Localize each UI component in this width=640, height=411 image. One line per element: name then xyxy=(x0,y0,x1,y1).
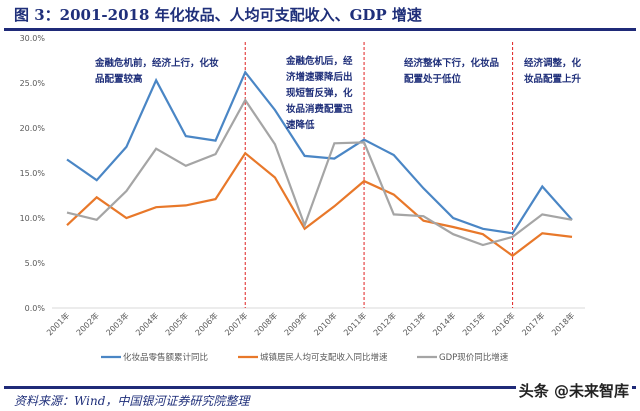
y-tick-label: 30.0% xyxy=(20,34,46,43)
x-tick-label: 2009年 xyxy=(282,310,309,337)
annotation-text: 配置处于低位 xyxy=(404,73,462,85)
x-tick-label: 2003年 xyxy=(104,310,131,337)
legend-label: 化妆品零售额累计同比 xyxy=(123,352,208,363)
x-tick-label: 2014年 xyxy=(430,310,457,337)
legend-label: GDP现价同比增速 xyxy=(439,352,509,363)
x-tick-label: 2001年 xyxy=(44,310,71,337)
chart-title: 图 3：2001-2018 年化妆品、人均可支配收入、GDP 增速 xyxy=(14,6,422,24)
x-tick-label: 2012年 xyxy=(371,310,398,337)
x-tick-label: 2006年 xyxy=(193,310,220,337)
y-tick-label: 10.0% xyxy=(20,214,46,223)
source-note: 资料来源：Wind，中国银河证券研究院整理 xyxy=(14,394,250,408)
x-tick-label: 2016年 xyxy=(490,310,517,337)
y-tick-label: 0.0% xyxy=(25,304,46,313)
x-tick-label: 2017年 xyxy=(520,310,547,337)
annotation-text: 妆品配置上升 xyxy=(524,73,582,85)
x-tick-label: 2015年 xyxy=(460,310,487,337)
y-tick-label: 20.0% xyxy=(20,124,46,133)
annotation-text: 济增速骤降后出 xyxy=(286,71,353,83)
annotation-text: 速降低 xyxy=(286,119,315,131)
annotation-text: 妆品消费配置迅 xyxy=(286,103,353,115)
watermark: 头条 @未来智库 xyxy=(515,380,632,401)
y-tick-label: 25.0% xyxy=(20,79,46,88)
series-line-2 xyxy=(66,97,573,247)
x-tick-label: 2011年 xyxy=(341,310,368,337)
y-tick-label: 5.0% xyxy=(25,259,46,268)
source-rule xyxy=(4,386,636,389)
series-line-0 xyxy=(66,70,573,235)
annotation-text: 金融危机前，经济上行，化妆 xyxy=(94,57,219,69)
x-tick-label: 2010年 xyxy=(312,310,339,337)
x-tick-label: 2005年 xyxy=(163,310,190,337)
series-line-1 xyxy=(66,151,573,258)
x-tick-label: 2008年 xyxy=(252,310,279,337)
title-rule xyxy=(4,28,636,31)
x-tick-label: 2018年 xyxy=(549,310,576,337)
x-tick-label: 2013年 xyxy=(401,310,428,337)
legend-label: 城镇居民人均可支配收入同比增速 xyxy=(260,352,388,363)
y-tick-label: 15.0% xyxy=(20,169,46,178)
line-chart: 0.0%5.0%10.0%15.0%20.0%25.0%30.0%2001年 20… xyxy=(20,34,585,363)
annotation-text: 现短暂反弹，化 xyxy=(286,87,353,99)
annotation-text: 品配置较高 xyxy=(95,73,143,85)
x-tick-label: 2002年 xyxy=(74,310,101,337)
annotation-text: 金融危机后，经 xyxy=(285,55,353,67)
x-tick-label: 2007年 xyxy=(223,310,250,337)
x-tick-label: 2004年 xyxy=(133,310,160,337)
annotation-text: 经济调整，化 xyxy=(524,57,582,69)
annotation-text: 经济整体下行，化妆品 xyxy=(404,57,499,69)
